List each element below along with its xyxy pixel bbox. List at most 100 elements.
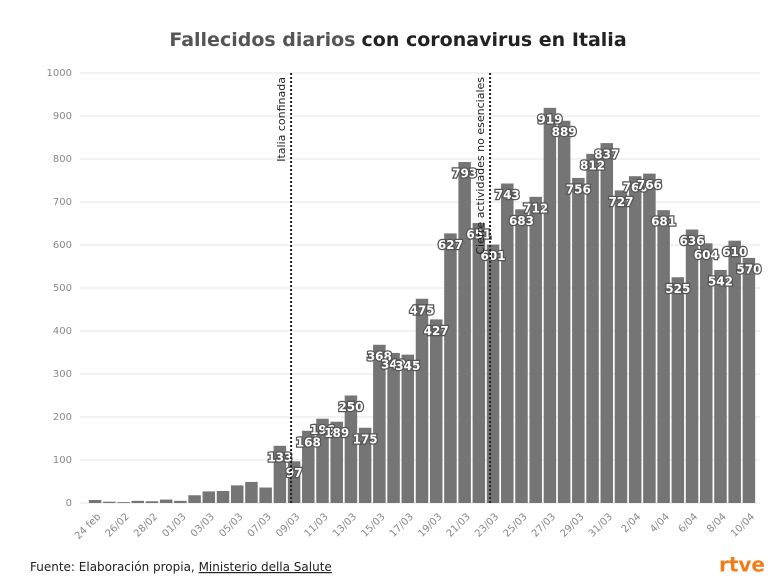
value-label: 627 bbox=[438, 238, 463, 252]
value-label: 889 bbox=[552, 125, 577, 139]
value-label: 793 bbox=[452, 167, 477, 181]
value-label: 368 bbox=[367, 349, 392, 363]
annotation-label: Cierre actividades no esenciales bbox=[474, 77, 487, 255]
source-link[interactable]: Ministerio della Salute bbox=[199, 560, 332, 574]
value-label: 525 bbox=[665, 282, 690, 296]
x-tick-label: 03/03 bbox=[189, 511, 217, 539]
bar bbox=[529, 196, 542, 503]
value-label: 766 bbox=[637, 178, 662, 192]
bar bbox=[486, 244, 500, 503]
value-label: 636 bbox=[680, 234, 705, 248]
bar bbox=[501, 183, 514, 503]
value-label: 760 bbox=[623, 181, 648, 195]
value-label: 743 bbox=[495, 188, 520, 202]
x-tick-label: 19/03 bbox=[416, 511, 444, 539]
x-tick-label: 21/03 bbox=[445, 511, 473, 539]
value-label: 542 bbox=[708, 274, 733, 288]
bar bbox=[643, 173, 656, 503]
bar bbox=[330, 421, 343, 503]
bar bbox=[742, 257, 756, 503]
x-tick-label: 2/04 bbox=[620, 511, 644, 535]
value-label: 97 bbox=[286, 466, 303, 480]
value-label: 610 bbox=[722, 245, 747, 259]
y-tick-label: 100 bbox=[53, 455, 72, 466]
value-label: 345 bbox=[395, 359, 420, 373]
y-tick-label: 900 bbox=[53, 111, 72, 122]
x-tick-label: 23/03 bbox=[473, 511, 501, 539]
value-label: 651 bbox=[466, 228, 491, 242]
x-tick-label: 17/03 bbox=[388, 511, 416, 539]
value-label: 604 bbox=[694, 248, 719, 262]
y-tick-label: 600 bbox=[53, 240, 72, 251]
value-label: 919 bbox=[537, 112, 562, 126]
bar bbox=[145, 501, 159, 503]
bar bbox=[88, 499, 102, 503]
bar bbox=[387, 352, 400, 503]
bar bbox=[202, 491, 216, 503]
bar bbox=[103, 501, 116, 503]
bar bbox=[316, 418, 329, 503]
bar bbox=[373, 344, 386, 503]
x-tick-label: 8/04 bbox=[705, 511, 729, 535]
bar bbox=[472, 223, 486, 503]
logo: rtve bbox=[719, 553, 765, 577]
value-label: 250 bbox=[338, 400, 363, 414]
bar bbox=[287, 461, 301, 503]
x-tick-label: 05/03 bbox=[217, 511, 245, 539]
x-tick-label: 09/03 bbox=[274, 511, 302, 539]
value-label: 712 bbox=[523, 201, 548, 215]
y-tick-label: 700 bbox=[53, 197, 72, 208]
value-label: 837 bbox=[594, 148, 619, 162]
bar bbox=[302, 430, 315, 503]
value-label: 756 bbox=[566, 182, 591, 196]
value-label: 812 bbox=[580, 158, 605, 172]
title-highlight: Fallecidos diarios bbox=[169, 29, 355, 51]
bar bbox=[458, 162, 471, 503]
bar bbox=[415, 298, 429, 503]
bar bbox=[344, 395, 358, 503]
x-tick-label: 4/04 bbox=[648, 511, 672, 535]
value-label: 683 bbox=[509, 214, 534, 228]
y-tick-label: 800 bbox=[53, 154, 72, 165]
bar bbox=[444, 233, 457, 503]
value-label: 189 bbox=[324, 426, 349, 440]
value-label: 727 bbox=[608, 195, 633, 209]
x-tick-label: 15/03 bbox=[359, 511, 387, 539]
x-tick-label: 28/02 bbox=[132, 511, 160, 539]
value-label: 570 bbox=[736, 262, 761, 276]
value-label: 681 bbox=[651, 215, 676, 229]
bar bbox=[700, 243, 713, 503]
bar bbox=[586, 153, 599, 503]
chart-title: Fallecidos diarios con coronavirus en It… bbox=[169, 29, 626, 51]
value-label: 349 bbox=[381, 357, 406, 371]
bar bbox=[557, 120, 571, 503]
x-tick-label: 11/03 bbox=[303, 511, 331, 539]
value-label: 133 bbox=[267, 450, 292, 464]
y-tick-label: 200 bbox=[53, 412, 72, 423]
x-tick-label: 31/03 bbox=[587, 511, 615, 539]
title-rest: con coronavirus en Italia bbox=[362, 29, 627, 51]
bar bbox=[543, 107, 557, 503]
y-tick-label: 400 bbox=[53, 326, 72, 337]
y-tick-label: 1000 bbox=[47, 68, 72, 79]
bar bbox=[159, 499, 173, 503]
bar bbox=[714, 269, 727, 503]
bar bbox=[429, 319, 443, 503]
bar bbox=[273, 445, 287, 503]
bar bbox=[245, 481, 258, 503]
value-label: 168 bbox=[296, 435, 321, 449]
value-label: 196 bbox=[310, 423, 335, 437]
bar bbox=[401, 354, 415, 503]
x-tick-label: 25/03 bbox=[502, 511, 530, 539]
value-label: 175 bbox=[353, 432, 378, 446]
source: Fuente: Elaboración propia, Ministerio d… bbox=[30, 560, 332, 574]
y-tick-label: 0 bbox=[66, 498, 72, 509]
y-tick-label: 500 bbox=[53, 283, 72, 294]
annotation-label: Italia confinada bbox=[275, 77, 288, 162]
bar bbox=[671, 277, 685, 503]
source-text: Fuente: Elaboración propia, bbox=[30, 560, 195, 574]
bar bbox=[614, 190, 628, 503]
bar bbox=[728, 240, 741, 503]
y-tick-label: 300 bbox=[53, 369, 72, 380]
